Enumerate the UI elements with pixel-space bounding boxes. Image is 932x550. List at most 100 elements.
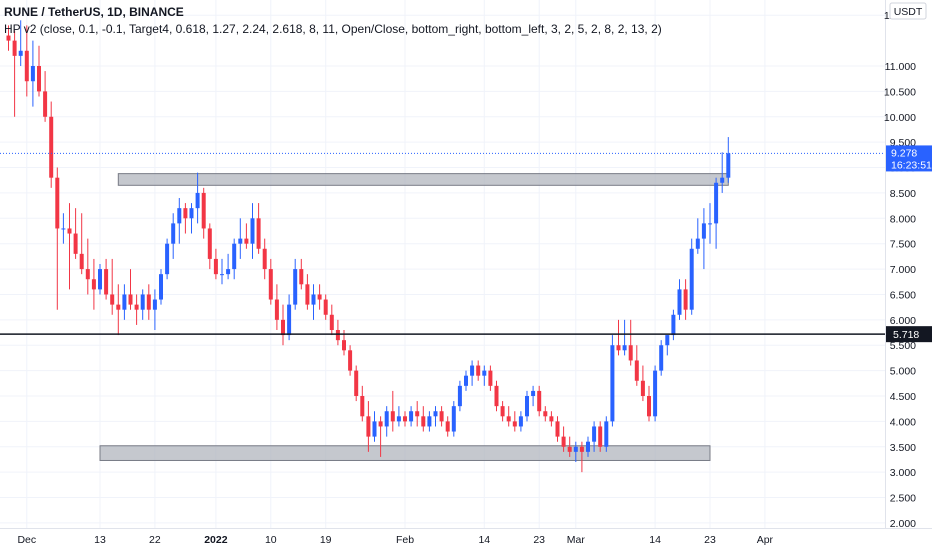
candle-body: [79, 253, 84, 270]
candle-body: [427, 416, 432, 427]
candle-body: [250, 218, 255, 244]
candle-body: [116, 304, 121, 310]
candle-body: [342, 340, 346, 351]
candle-body: [287, 304, 292, 336]
candle-body: [537, 390, 542, 412]
candle-body: [543, 411, 548, 417]
candle-body: [238, 238, 243, 244]
candle-body: [628, 345, 633, 361]
candle-body: [701, 223, 706, 239]
candle-body: [573, 446, 578, 452]
candle-body: [12, 40, 17, 56]
candle-body: [494, 385, 499, 407]
candle-body: [354, 370, 359, 396]
key-level-badge: [886, 326, 932, 343]
candle-body: [647, 396, 651, 417]
candle-body: [555, 421, 560, 437]
last-price-badge: [886, 145, 932, 172]
horizontal-lines: [0, 152, 885, 335]
y-tick-label: 7.000: [890, 264, 916, 276]
candle-body: [146, 294, 151, 310]
candle-body: [220, 274, 224, 276]
candle-body: [207, 228, 212, 259]
candle-body: [488, 370, 493, 386]
zone-rectangle: [117, 173, 729, 186]
candle-body: [720, 177, 725, 183]
currency-label: USDT: [894, 6, 923, 18]
candle-body: [604, 421, 609, 447]
candle-body: [506, 416, 511, 422]
candle-body: [531, 390, 536, 396]
candle-body: [482, 370, 487, 376]
candle-body: [665, 335, 670, 346]
indicator-label[interactable]: HP v2 (close, 0.1, -0.1, Target4, 0.618,…: [4, 22, 662, 36]
candle-body: [640, 380, 645, 396]
candle-body: [335, 330, 340, 341]
candle-body: [104, 269, 109, 295]
x-tick-label: 23: [704, 534, 716, 546]
candle-body: [598, 426, 603, 447]
x-tick-label: Feb: [396, 534, 414, 546]
time-axis[interactable]: Dec 13 22 2022 10 19 Feb 14 23 Mar 14 23 Apr: [17, 534, 773, 546]
x-tick-label: 14: [649, 534, 661, 546]
candle-body: [122, 294, 127, 310]
candle-body: [110, 294, 115, 305]
y-tick-label: 10.500: [884, 86, 916, 98]
candle-body: [244, 238, 249, 244]
candle-body: [183, 208, 188, 219]
x-tick-label: 14: [478, 534, 490, 546]
candle-body: [213, 258, 218, 275]
candle-body: [98, 269, 102, 290]
symbol-title[interactable]: RUNE / TetherUS, 1D, BINANCE: [4, 5, 184, 19]
y-tick-label: 2.500: [890, 493, 916, 505]
candle-body: [567, 446, 572, 452]
candle-body: [226, 269, 231, 275]
candle-body: [134, 304, 139, 310]
price-axis[interactable]: 2.000 2.500 3.000 3.500 4.000 4.500 5.000 5.500…: [884, 2, 927, 530]
candle-body: [85, 269, 90, 280]
candle-body: [329, 314, 334, 330]
candle-body: [232, 243, 237, 270]
candle-body: [512, 421, 517, 427]
y-tick-label: 3.000: [890, 467, 916, 479]
candle-body: [616, 345, 621, 351]
candle-body: [201, 192, 206, 229]
candle-body: [293, 269, 298, 305]
x-tick-label: 10: [265, 534, 277, 546]
candle-body: [396, 416, 401, 422]
candle-body: [689, 248, 694, 310]
candle-body: [6, 35, 11, 41]
candle-body: [525, 396, 529, 417]
y-tick-label: 5.500: [890, 340, 916, 352]
candle-body: [683, 289, 688, 310]
x-tick-label: 2022: [204, 534, 228, 546]
candle-body: [256, 218, 261, 249]
y-tick-label: 6.500: [890, 289, 916, 301]
currency-badge: [889, 2, 927, 20]
x-tick-label: Apr: [757, 534, 774, 546]
candle-body: [671, 314, 676, 336]
candle-body: [366, 416, 371, 437]
candle-body: [390, 411, 395, 422]
candle-body: [165, 243, 170, 275]
chart-legend: RUNE / TetherUS, 1D, BINANCE HP v2 (clos…: [4, 4, 662, 38]
y-tick-label: 10.000: [884, 112, 916, 124]
x-tick-label: 13: [94, 534, 106, 546]
y-tick-label: 8.500: [890, 188, 916, 200]
candle-body: [659, 345, 664, 371]
candle-body: [470, 365, 475, 376]
x-tick-label: 23: [533, 534, 545, 546]
candle-body: [299, 269, 304, 285]
plot-background: [0, 0, 885, 528]
candle-body: [579, 446, 584, 452]
candle-body: [518, 416, 523, 427]
candle-body: [708, 223, 712, 225]
candle-body: [384, 411, 389, 427]
support-resistance-zones: [99, 173, 729, 461]
zone-rectangle: [99, 445, 711, 461]
candle-body: [421, 416, 426, 427]
candle-body: [37, 66, 41, 92]
candle-body: [140, 294, 145, 310]
